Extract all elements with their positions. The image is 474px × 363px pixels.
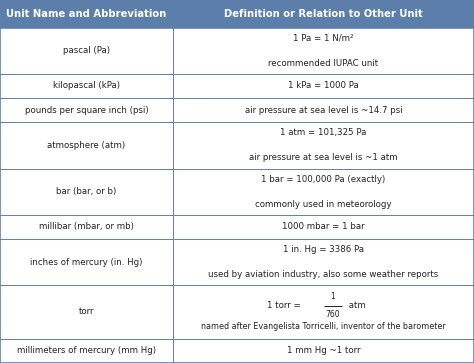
Text: inches of mercury (in. Hg): inches of mercury (in. Hg) [30, 258, 143, 267]
Text: torr: torr [79, 307, 94, 317]
Bar [0, 168, 173, 215]
Bar [173, 239, 474, 285]
Text: 1 bar = 100,000 Pa (exactly): 1 bar = 100,000 Pa (exactly) [261, 175, 386, 184]
Text: 1 in. Hg = 3386 Pa: 1 in. Hg = 3386 Pa [283, 245, 364, 254]
Text: 760: 760 [326, 310, 340, 319]
Bar [0, 122, 173, 168]
Text: 1 torr =: 1 torr = [266, 301, 301, 310]
Bar [173, 168, 474, 215]
Text: 1: 1 [330, 292, 336, 301]
Bar [173, 285, 474, 339]
Bar [173, 122, 474, 168]
Bar [0, 28, 173, 74]
Text: commonly used in meteorology: commonly used in meteorology [255, 200, 392, 209]
Bar [0, 239, 173, 285]
Text: Definition or Relation to Other Unit: Definition or Relation to Other Unit [224, 9, 423, 19]
Text: pounds per square inch (psi): pounds per square inch (psi) [25, 106, 148, 115]
Text: 1000 mbar = 1 bar: 1000 mbar = 1 bar [282, 223, 365, 231]
Text: bar (bar, or b): bar (bar, or b) [56, 187, 117, 196]
Bar [173, 215, 474, 239]
Bar [0, 215, 173, 239]
Text: pascal (Pa): pascal (Pa) [63, 46, 110, 55]
Text: atmosphere (atm): atmosphere (atm) [47, 141, 126, 150]
Text: 1 Pa = 1 N/m²: 1 Pa = 1 N/m² [293, 34, 354, 43]
Text: air pressure at sea level is ~14.7 psi: air pressure at sea level is ~14.7 psi [245, 106, 402, 115]
Text: atm: atm [346, 301, 366, 310]
Text: 1 kPa = 1000 Pa: 1 kPa = 1000 Pa [288, 81, 359, 90]
Bar [173, 74, 474, 98]
Text: millibar (mbar, or mb): millibar (mbar, or mb) [39, 223, 134, 231]
Bar [0, 98, 173, 122]
Text: used by aviation industry, also some weather reports: used by aviation industry, also some wea… [209, 270, 438, 279]
Text: named after Evangelista Torricelli, inventor of the barometer: named after Evangelista Torricelli, inve… [201, 322, 446, 331]
Bar [173, 28, 474, 74]
Text: 1 atm = 101,325 Pa: 1 atm = 101,325 Pa [280, 129, 367, 138]
Bar [0, 74, 173, 98]
Text: kilopascal (kPa): kilopascal (kPa) [53, 81, 120, 90]
Bar [173, 98, 474, 122]
Text: recommended IUPAC unit: recommended IUPAC unit [268, 59, 379, 68]
Text: air pressure at sea level is ~1 atm: air pressure at sea level is ~1 atm [249, 154, 398, 162]
Bar [0, 339, 173, 363]
Bar [173, 339, 474, 363]
Bar [0, 285, 173, 339]
Bar [0, 0, 474, 28]
Text: millimeters of mercury (mm Hg): millimeters of mercury (mm Hg) [17, 346, 156, 355]
Text: Unit Name and Abbreviation: Unit Name and Abbreviation [6, 9, 167, 19]
Text: 1 mm Hg ~1 torr: 1 mm Hg ~1 torr [287, 346, 360, 355]
